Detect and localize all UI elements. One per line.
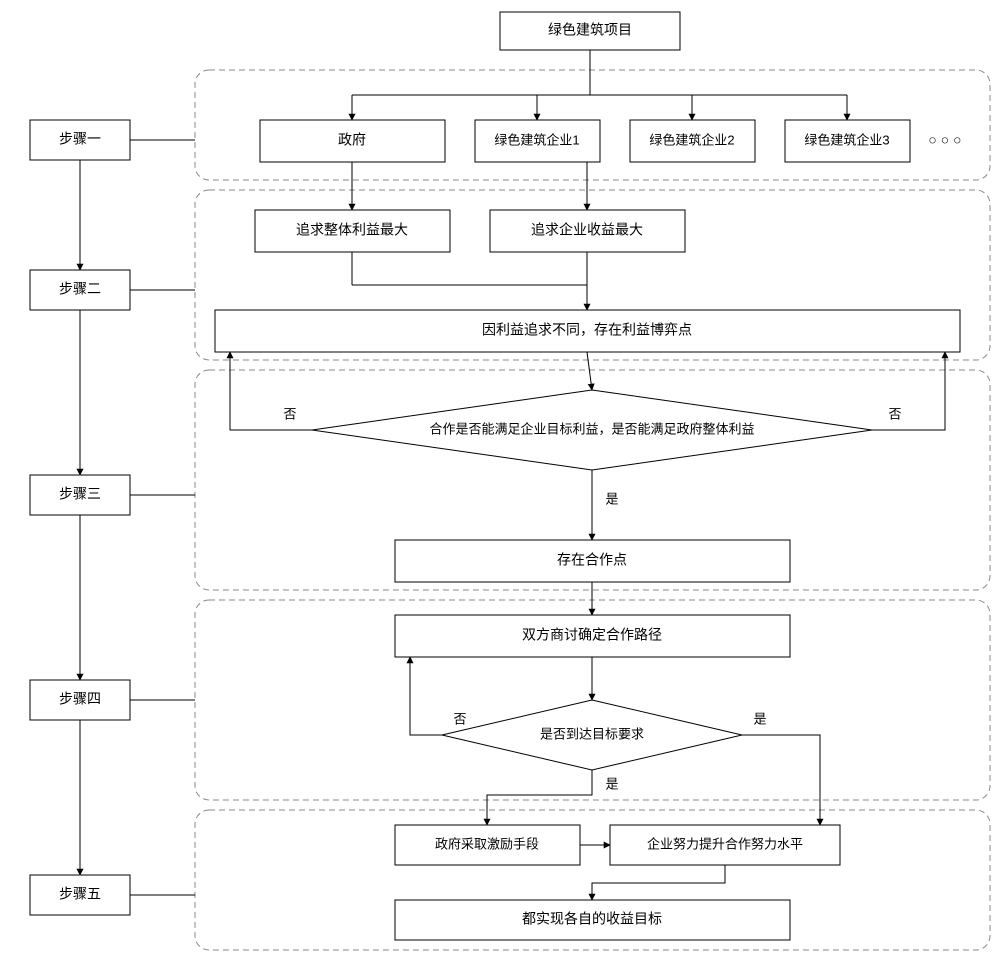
e-d2-yes-right bbox=[742, 735, 820, 825]
svg-text:追求企业收益最大: 追求企业收益最大 bbox=[531, 222, 643, 238]
e-d1-no-left bbox=[230, 352, 312, 430]
node-negotiate: 双方商讨确定合作路径 bbox=[395, 615, 790, 657]
step-label-3: 步骤三 bbox=[30, 475, 130, 515]
svg-text:企业努力提升合作努力水平: 企业努力提升合作努力水平 bbox=[647, 836, 803, 851]
node-goal-government: 追求整体利益最大 bbox=[255, 210, 450, 252]
svg-text:政府采取激励手段: 政府采取激励手段 bbox=[435, 836, 539, 851]
label-d1-yes: 是 bbox=[605, 491, 618, 506]
decision-target-reached: 是否到达目标要求 bbox=[442, 700, 742, 770]
decision-cooperation-benefit: 合作是否能满足企业目标利益，是否能满足政府整体利益 bbox=[312, 390, 872, 470]
svg-text:追求整体利益最大: 追求整体利益最大 bbox=[296, 222, 408, 238]
e-d2-yes-down bbox=[487, 770, 592, 825]
svg-text:步骤二: 步骤二 bbox=[59, 281, 101, 297]
node-enterprise-1: 绿色建筑企业1 bbox=[475, 120, 600, 162]
svg-text:因利益追求不同，存在利益博弈点: 因利益追求不同，存在利益博弈点 bbox=[482, 322, 692, 338]
step-label-5: 步骤五 bbox=[30, 875, 130, 915]
node-coop-point: 存在合作点 bbox=[395, 540, 790, 582]
svg-text:是否到达目标要求: 是否到达目标要求 bbox=[540, 726, 644, 741]
node-gov-incentive: 政府采取激励手段 bbox=[395, 825, 580, 865]
label-d1-no-right: 否 bbox=[888, 406, 901, 421]
label-d2-yes-down: 是 bbox=[605, 776, 618, 791]
svg-text:政府: 政府 bbox=[338, 132, 366, 148]
svg-text:步骤一: 步骤一 bbox=[59, 131, 101, 147]
node-result: 都实现各自的收益目标 bbox=[395, 900, 790, 940]
svg-text:双方商讨确定合作路径: 双方商讨确定合作路径 bbox=[522, 627, 662, 643]
e-d1-no-right bbox=[872, 352, 945, 430]
svg-text:步骤五: 步骤五 bbox=[59, 886, 101, 902]
step-label-4: 步骤四 bbox=[30, 680, 130, 720]
svg-text:绿色建筑企业2: 绿色建筑企业2 bbox=[649, 132, 734, 147]
label-d2-yes-right: 是 bbox=[753, 711, 766, 726]
node-government: 政府 bbox=[260, 120, 445, 162]
svg-text:步骤四: 步骤四 bbox=[59, 691, 101, 707]
label-d1-no-left: 否 bbox=[283, 406, 296, 421]
svg-text:存在合作点: 存在合作点 bbox=[557, 552, 627, 568]
ellipsis-icon: ○ ○ ○ bbox=[928, 132, 961, 148]
label-d2-no: 否 bbox=[453, 711, 466, 726]
e-conf-d1 bbox=[587, 352, 592, 390]
node-conflict: 因利益追求不同，存在利益博弈点 bbox=[215, 310, 960, 352]
node-goal-enterprise: 追求企业收益最大 bbox=[490, 210, 685, 252]
step-label-1: 步骤一 bbox=[30, 120, 130, 160]
svg-text:绿色建筑企业1: 绿色建筑企业1 bbox=[494, 132, 579, 147]
svg-text:绿色建筑企业3: 绿色建筑企业3 bbox=[804, 132, 889, 147]
e-d2-no bbox=[410, 657, 442, 735]
node-enterprise-3: 绿色建筑企业3 bbox=[785, 120, 910, 162]
svg-text:绿色建筑项目: 绿色建筑项目 bbox=[548, 22, 632, 38]
node-ent-effort: 企业努力提升合作努力水平 bbox=[610, 825, 840, 865]
node-enterprise-2: 绿色建筑企业2 bbox=[630, 120, 755, 162]
svg-text:都实现各自的收益目标: 都实现各自的收益目标 bbox=[522, 911, 662, 927]
e-ent-result bbox=[592, 865, 725, 900]
svg-text:步骤三: 步骤三 bbox=[59, 486, 101, 502]
svg-text:合作是否能满足企业目标利益，是否能满足政府整体利益: 合作是否能满足企业目标利益，是否能满足政府整体利益 bbox=[429, 421, 754, 436]
step-label-2: 步骤二 bbox=[30, 270, 130, 310]
node-root: 绿色建筑项目 bbox=[500, 12, 680, 50]
